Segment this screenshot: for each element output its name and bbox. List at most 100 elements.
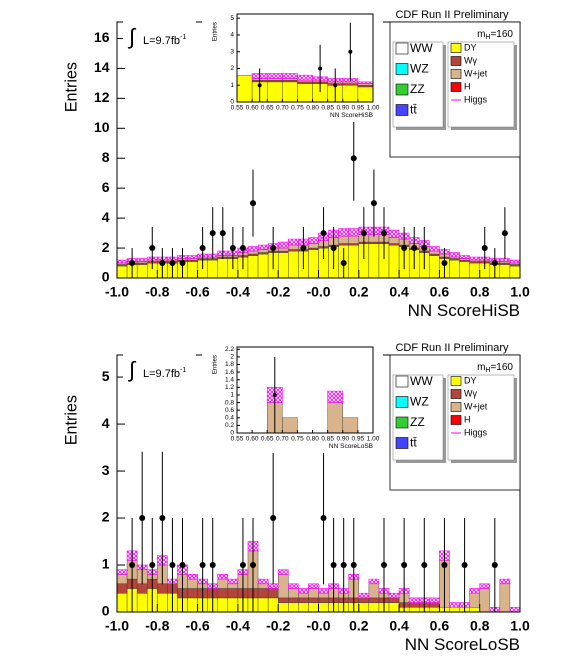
legend-label: DY — [464, 375, 477, 385]
histogram-bar — [187, 259, 198, 262]
histogram-bar — [288, 249, 299, 252]
histogram-bar — [429, 246, 440, 252]
plot-frame — [236, 13, 374, 103]
y-tick-label: 4 — [102, 209, 110, 225]
histogram-bar — [469, 607, 480, 613]
x-tick-label: 0.95 — [352, 105, 365, 112]
y-tick-label: 8 — [102, 149, 110, 165]
x-tick-label: 0.8 — [470, 618, 490, 634]
legend-swatch — [450, 56, 462, 66]
mass-subscript: H — [485, 34, 490, 41]
mass-subscript: H — [485, 367, 490, 374]
data-point — [421, 562, 428, 569]
histogram-bar — [217, 588, 229, 599]
legend-label: Higgs — [464, 94, 488, 104]
histogram-bar — [298, 597, 309, 603]
data-point — [401, 245, 408, 252]
legend-label: WW — [410, 41, 433, 55]
histogram-bar — [278, 597, 289, 603]
histogram-bar — [429, 253, 440, 256]
y-tick-label: 0.4 — [225, 414, 234, 421]
histogram-bar — [509, 264, 521, 267]
data-point — [250, 562, 257, 569]
histogram-bar — [449, 258, 460, 261]
histogram-bar — [288, 597, 299, 603]
x-tick-label: -0.6 — [186, 618, 210, 634]
histogram-bar — [157, 583, 168, 594]
histogram-bar — [277, 569, 289, 575]
histogram-bar — [327, 402, 343, 434]
legend-swatch — [450, 43, 462, 53]
histogram-bar — [282, 73, 298, 79]
y-tick-label: 2 — [102, 509, 110, 525]
legend-swatch — [395, 83, 409, 96]
histogram-bar — [388, 243, 400, 246]
histogram-bar — [308, 249, 319, 279]
histogram-bar — [368, 578, 380, 585]
histogram-bar — [509, 607, 521, 613]
data-point — [159, 260, 166, 267]
histogram-bar — [368, 602, 380, 613]
x-tick-label: 0.80 — [306, 436, 319, 443]
histogram-bar — [318, 597, 329, 603]
data-point — [318, 66, 323, 71]
histogram-bar — [479, 588, 490, 613]
histogram-bar — [297, 74, 313, 81]
data-point — [179, 562, 186, 569]
y-tick-label: 6 — [102, 179, 110, 195]
histogram-bar — [368, 241, 380, 244]
data-point — [350, 155, 357, 162]
lumi-text: L=9.7fb — [143, 35, 180, 47]
data-point — [491, 562, 498, 569]
histogram-bar — [217, 258, 229, 279]
y-tick-label: 1 — [230, 392, 234, 399]
legend-swatch — [450, 69, 462, 79]
histogram-bar — [217, 574, 229, 580]
histogram-bar — [187, 255, 198, 259]
data-point — [348, 49, 353, 54]
histogram-bar — [187, 597, 198, 613]
mass-text: =160 — [490, 29, 513, 40]
plot-frame — [236, 346, 374, 434]
legend-label: DY — [464, 42, 477, 52]
histogram-bar — [499, 578, 511, 585]
y-tick-label: 2 — [230, 65, 234, 72]
lumi-box — [123, 353, 196, 391]
x-tick-label: 0.6 — [430, 284, 450, 300]
y-tick-label: 1.4 — [225, 376, 234, 383]
data-point — [159, 515, 166, 522]
histogram-bar — [227, 588, 239, 599]
x-tick-label: 0.85 — [321, 436, 334, 443]
histogram-bar — [357, 81, 374, 84]
data-point — [129, 562, 136, 569]
histogram-bar — [499, 583, 511, 613]
histogram-bar — [136, 593, 148, 613]
histogram-bar — [116, 569, 128, 575]
histogram-bar — [298, 588, 309, 594]
x-tick-label: 0.65 — [261, 105, 274, 112]
histogram-bar — [288, 250, 299, 279]
legend-swatch — [450, 415, 462, 425]
histogram-bar — [449, 259, 460, 279]
data-point — [320, 515, 327, 522]
histogram-bar — [278, 250, 289, 253]
legend-label: Wγ — [464, 55, 477, 65]
x-tick-label: 0.85 — [321, 105, 334, 112]
histogram-bar — [308, 243, 319, 249]
legend-label: ZZ — [410, 82, 425, 96]
histogram-bar — [277, 241, 289, 249]
mass-label: mH=160 — [477, 29, 513, 42]
histogram-bar — [227, 583, 239, 589]
data-point — [129, 260, 136, 267]
data-point — [239, 245, 246, 252]
histogram-bar — [338, 228, 350, 237]
histogram-bar — [408, 597, 420, 603]
legend-label: Higgs — [464, 427, 488, 437]
histogram-bar — [368, 583, 380, 599]
histogram-bar — [469, 262, 480, 279]
legend-label: WZ — [410, 62, 429, 76]
lumi-superscript: -1 — [180, 367, 186, 374]
data-point — [411, 245, 418, 252]
x-tick-label: -0.0 — [306, 284, 330, 300]
